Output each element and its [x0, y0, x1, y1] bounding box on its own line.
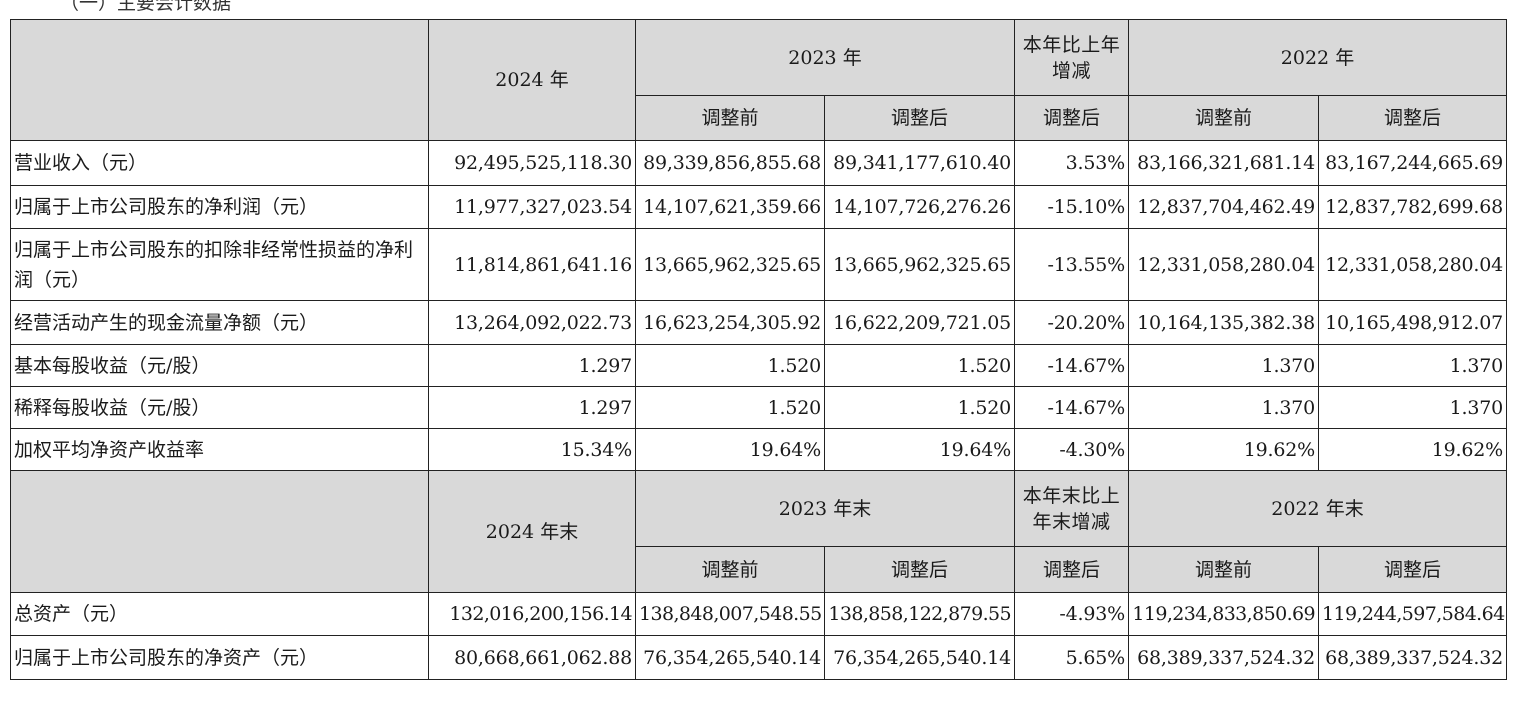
value-2022-before: 12,331,058,280.04 — [1128, 228, 1319, 301]
value-2022-after: 1.370 — [1318, 344, 1507, 387]
header-2024-end: 2024 年末 — [428, 470, 636, 593]
value-2024: 15.34% — [428, 428, 636, 471]
value-2022-after: 19.62% — [1318, 428, 1507, 471]
value-change: -20.20% — [1014, 300, 1129, 345]
header-subrow: 调整前 调整后 调整后 调整前 调整后 — [11, 546, 1507, 593]
value-2023-before: 14,107,621,359.66 — [635, 185, 825, 229]
value-2023-after: 1.520 — [824, 386, 1015, 429]
header-2022-end: 2022 年末 — [1128, 470, 1507, 547]
value-2022-after: 12,331,058,280.04 — [1318, 228, 1507, 301]
value-2023-before: 76,354,265,540.14 — [635, 635, 825, 680]
row-label: 归属于上市公司股东的净资产（元） — [10, 635, 429, 680]
row-label: 基本每股收益（元/股） — [10, 344, 429, 387]
row-label: 总资产（元） — [10, 592, 429, 636]
value-2024: 92,495,525,118.30 — [428, 140, 636, 186]
value-2022-after: 12,837,782,699.68 — [1318, 185, 1507, 229]
header-blank-cell — [10, 19, 429, 141]
header-change-after: 调整后 — [1014, 95, 1129, 141]
value-2024: 80,668,661,062.88 — [428, 635, 636, 680]
row-label: 稀释每股收益（元/股） — [10, 386, 429, 429]
row-label: 加权平均净资产收益率 — [10, 428, 429, 471]
value-2023-after: 14,107,726,276.26 — [824, 185, 1015, 229]
value-2023-before: 1.520 — [635, 386, 825, 429]
value-2022-before: 1.370 — [1128, 344, 1319, 387]
table-row: 基本每股收益（元/股） 1.297 1.520 1.520 -14.67% 1.… — [10, 344, 1507, 387]
value-2023-after: 1.520 — [824, 344, 1015, 387]
value-change: -4.93% — [1014, 592, 1129, 636]
value-change: 5.65% — [1014, 635, 1129, 680]
value-2023-after: 16,622,209,721.05 — [824, 300, 1015, 345]
header-row: 2024 年 2023 年 本年比上年增减 2022 年 — [10, 19, 1507, 141]
value-2022-before: 1.370 — [1128, 386, 1319, 429]
value-2023-after: 76,354,265,540.14 — [824, 635, 1015, 680]
header-subrow: 调整前 调整后 调整后 调整前 调整后 — [11, 95, 1507, 141]
table-row: 归属于上市公司股东的净利润（元） 11,977,327,023.54 14,10… — [10, 185, 1507, 229]
table-row: 营业收入（元） 92,495,525,118.30 89,339,856,855… — [10, 140, 1507, 186]
header-change-after: 调整后 — [1014, 546, 1129, 593]
value-2022-before: 10,164,135,382.38 — [1128, 300, 1319, 345]
value-2023-after: 13,665,962,325.65 — [824, 228, 1015, 301]
value-2022-after: 1.370 — [1318, 386, 1507, 429]
header-2023-end: 2023 年末 — [635, 470, 1015, 547]
value-change: -13.55% — [1014, 228, 1129, 301]
section-heading-fragment: （一）主要会计数据 — [60, 0, 232, 14]
header-2022-before: 调整前 — [1128, 95, 1319, 141]
table-row: 稀释每股收益（元/股） 1.297 1.520 1.520 -14.67% 1.… — [10, 386, 1507, 429]
table-row: 归属于上市公司股东的扣除非经常性损益的净利润（元） 11,814,861,641… — [10, 228, 1507, 301]
row-label: 营业收入（元） — [10, 140, 429, 186]
value-2023-before: 19.64% — [635, 428, 825, 471]
table-row: 总资产（元） 132,016,200,156.14 138,848,007,54… — [10, 592, 1507, 636]
header-2023-before: 调整前 — [635, 546, 825, 593]
header-2022: 2022 年 — [1128, 19, 1507, 96]
header-2023: 2023 年 — [635, 19, 1015, 96]
header-blank-cell — [10, 470, 429, 593]
value-2023-after: 89,341,177,610.40 — [824, 140, 1015, 186]
value-change: -4.30% — [1014, 428, 1129, 471]
value-2023-before: 89,339,856,855.68 — [635, 140, 825, 186]
value-2022-after: 10,165,498,912.07 — [1318, 300, 1507, 345]
header-2024: 2024 年 — [428, 19, 636, 141]
value-2023-before: 138,848,007,548.55 — [635, 592, 825, 636]
value-2022-before: 12,837,704,462.49 — [1128, 185, 1319, 229]
value-2024: 1.297 — [428, 344, 636, 387]
value-change: -14.67% — [1014, 386, 1129, 429]
header-2023-after: 调整后 — [824, 95, 1015, 141]
value-2024: 11,977,327,023.54 — [428, 185, 636, 229]
value-2023-after: 138,858,122,879.55 — [824, 592, 1015, 636]
financial-data-table: 2024 年 2023 年 本年比上年增减 2022 年 调整前 调整后 调整后… — [10, 19, 1507, 680]
header-change-end: 本年末比上年末增减 — [1014, 470, 1129, 547]
value-2024: 132,016,200,156.14 — [428, 592, 636, 636]
header-2023-before: 调整前 — [635, 95, 825, 141]
value-change: -14.67% — [1014, 344, 1129, 387]
row-label: 归属于上市公司股东的扣除非经常性损益的净利润（元） — [10, 228, 429, 301]
value-2022-after: 83,167,244,665.69 — [1318, 140, 1507, 186]
value-2022-after: 119,244,597,584.64 — [1318, 592, 1507, 636]
value-2023-before: 13,665,962,325.65 — [635, 228, 825, 301]
header-2022-before: 调整前 — [1128, 546, 1319, 593]
value-2023-before: 16,623,254,305.92 — [635, 300, 825, 345]
header-change: 本年比上年增减 — [1014, 19, 1129, 96]
value-change: 3.53% — [1014, 140, 1129, 186]
table-row: 经营活动产生的现金流量净额（元） 13,264,092,022.73 16,62… — [10, 300, 1507, 345]
header-2022-after: 调整后 — [1318, 95, 1507, 141]
header-2022-after: 调整后 — [1318, 546, 1507, 593]
value-change: -15.10% — [1014, 185, 1129, 229]
value-2024: 13,264,092,022.73 — [428, 300, 636, 345]
value-2022-before: 68,389,337,524.32 — [1128, 635, 1319, 680]
value-2022-after: 68,389,337,524.32 — [1318, 635, 1507, 680]
row-label: 经营活动产生的现金流量净额（元） — [10, 300, 429, 345]
value-2023-after: 19.64% — [824, 428, 1015, 471]
value-2022-before: 119,234,833,850.69 — [1128, 592, 1319, 636]
header-2023-after: 调整后 — [824, 546, 1015, 593]
value-2022-before: 83,166,321,681.14 — [1128, 140, 1319, 186]
value-2024: 11,814,861,641.16 — [428, 228, 636, 301]
header-row: 2024 年末 2023 年末 本年末比上年末增减 2022 年末 — [10, 470, 1507, 593]
value-2023-before: 1.520 — [635, 344, 825, 387]
table-row: 加权平均净资产收益率 15.34% 19.64% 19.64% -4.30% 1… — [10, 428, 1507, 471]
value-2022-before: 19.62% — [1128, 428, 1319, 471]
table-row: 归属于上市公司股东的净资产（元） 80,668,661,062.88 76,35… — [10, 635, 1507, 680]
value-2024: 1.297 — [428, 386, 636, 429]
row-label: 归属于上市公司股东的净利润（元） — [10, 185, 429, 229]
